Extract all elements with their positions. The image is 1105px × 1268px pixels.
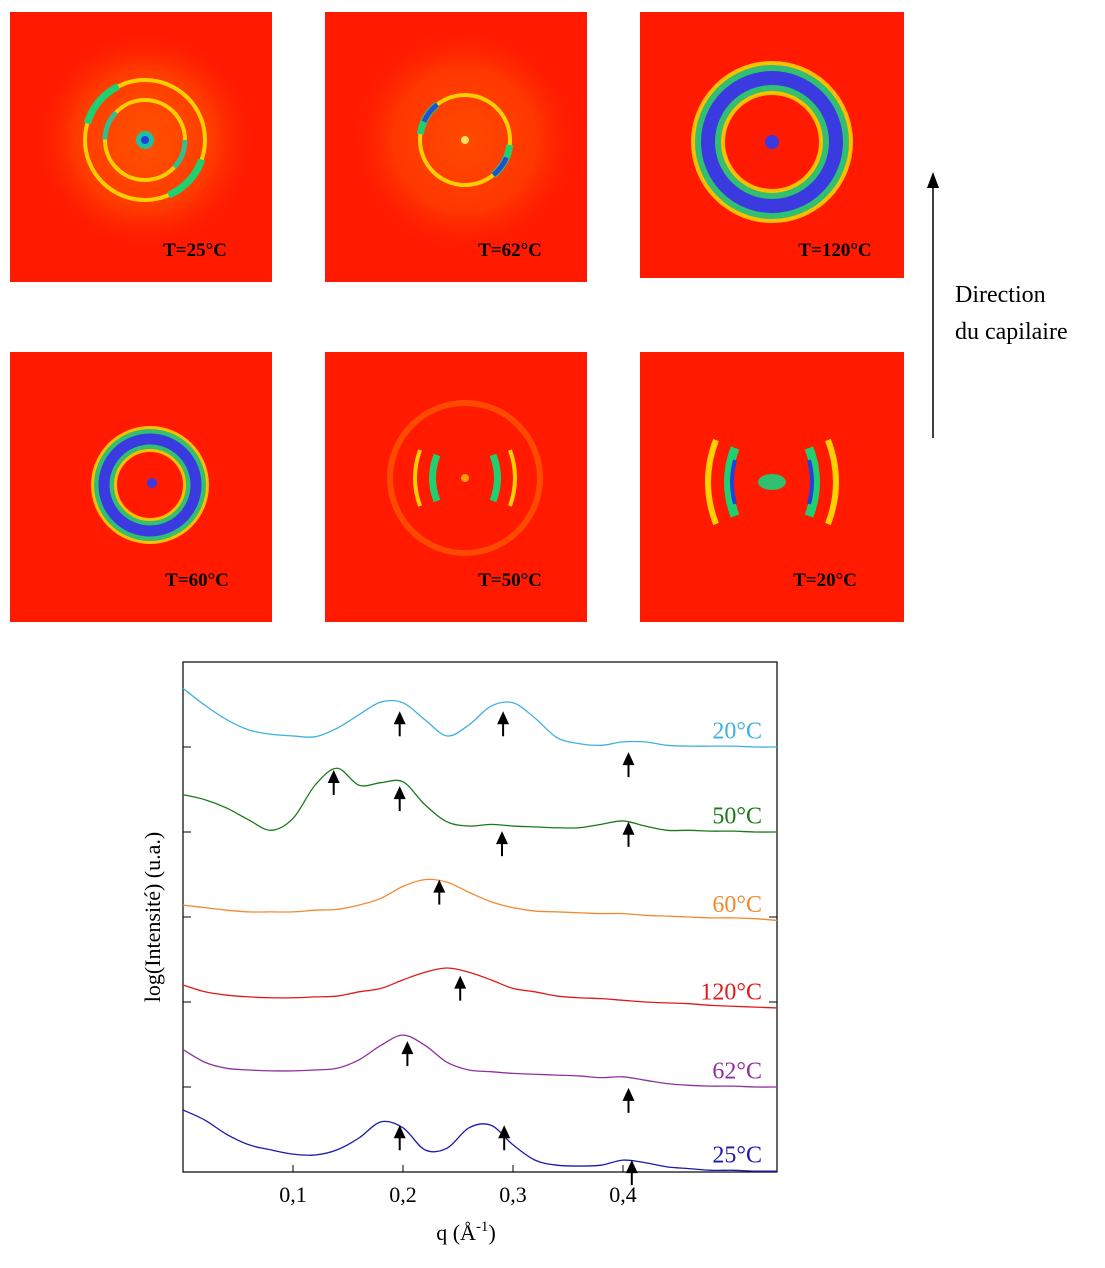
x-tick-label: 0,3	[499, 1182, 527, 1207]
pattern-panel: T=60°C	[10, 352, 272, 622]
peak-arrow-head	[393, 1125, 406, 1139]
pattern-panel: T=20°C	[640, 352, 904, 622]
legend-label: 50°C	[712, 804, 762, 830]
series-line	[182, 1109, 778, 1172]
peak-arrow-head	[498, 1125, 511, 1139]
legend-label: 120°C	[700, 979, 762, 1005]
panel-label: T=62°C	[478, 240, 542, 261]
peak-arrow	[496, 831, 508, 857]
peak-arrow	[622, 821, 635, 847]
peak-arrow-head	[393, 711, 406, 725]
peak-arrow-head	[622, 1087, 635, 1101]
x-tick-label: 0,1	[279, 1182, 307, 1207]
direction-indicator: Direction du capilaire	[927, 172, 1068, 438]
x-axis-label-sup: -1	[476, 1219, 489, 1235]
pattern-panel: T=25°C	[10, 12, 272, 282]
direction-label: du capilaire	[955, 319, 1068, 345]
series-line	[182, 878, 778, 922]
series-line	[182, 687, 778, 748]
peak-arrow	[401, 1041, 414, 1067]
pattern-panel: T=62°C	[325, 12, 587, 282]
peak-arrow	[393, 1125, 406, 1151]
peak-arrow	[498, 1125, 511, 1151]
peak-arrow	[433, 879, 446, 905]
peak-arrow	[497, 711, 510, 737]
series-line	[182, 967, 778, 1009]
peak-arrow-head	[433, 879, 446, 893]
peak-arrow	[622, 1087, 635, 1113]
panel-label: T=25°C	[163, 240, 227, 261]
peak-arrow-head	[622, 821, 635, 835]
chart: log(Intensité) (u.a.) q (Å-1) 0,1 0,2 0,3 0…	[140, 661, 778, 1245]
peak-arrow	[327, 769, 340, 795]
peak-arrow-head	[625, 1160, 638, 1174]
peak-arrow-head	[393, 786, 406, 800]
peak-arrow	[622, 752, 635, 778]
peak-arrow-head	[622, 752, 635, 766]
peak-arrow-head	[401, 1041, 414, 1055]
panel-label: T=50°C	[478, 570, 542, 591]
direction-label: Direction	[955, 282, 1046, 308]
peak-arrow	[625, 1160, 638, 1186]
x-axis-label-close: )	[488, 1220, 495, 1245]
peak-arrow-head	[496, 831, 508, 845]
series-line	[182, 767, 778, 833]
peak-arrow	[454, 975, 467, 1001]
legend-label: 20°C	[712, 719, 762, 745]
x-axis-label-text: q (Å	[436, 1220, 476, 1245]
legend-label: 25°C	[712, 1143, 762, 1169]
series-line	[182, 1034, 778, 1088]
x-tick-label: 0,4	[609, 1182, 637, 1207]
x-axis-label: q (Å-1)	[436, 1219, 496, 1245]
y-axis-label: log(Intensité) (u.a.)	[140, 832, 165, 1002]
legend-label: 60°C	[712, 892, 762, 918]
panel-label: T=20°C	[793, 570, 857, 591]
peak-arrow-head	[454, 975, 467, 989]
panel-label: T=60°C	[165, 570, 229, 591]
peak-arrow	[393, 786, 406, 812]
pattern-panel: T=120°C	[640, 12, 904, 278]
legend-label: 62°C	[712, 1059, 762, 1085]
peak-arrow-head	[497, 711, 510, 725]
x-tick-label: 0,2	[389, 1182, 417, 1207]
peak-arrow	[393, 711, 406, 737]
panel-label: T=120°C	[798, 240, 871, 261]
pattern-panel: T=50°C	[325, 352, 587, 622]
peak-arrow-head	[327, 769, 340, 783]
